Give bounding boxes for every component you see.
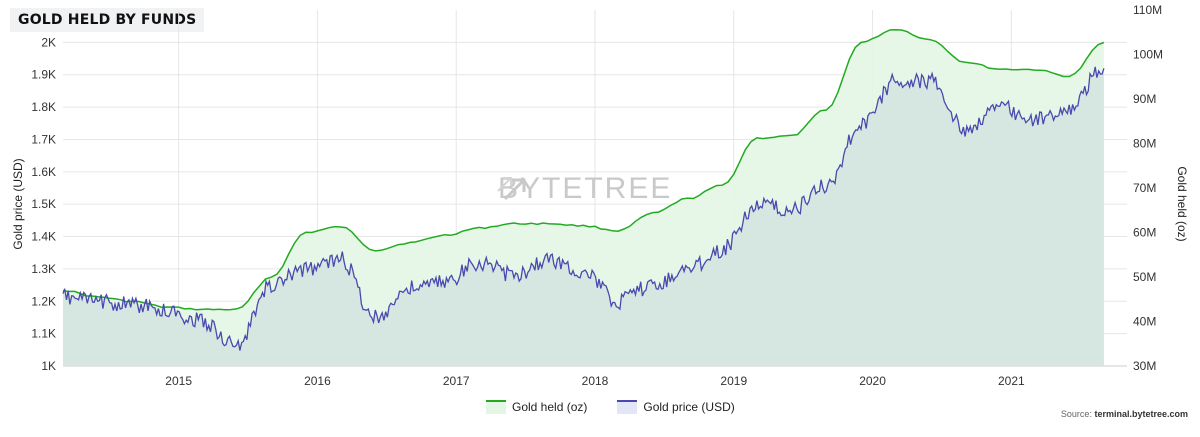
right-tick-label: 40M [1133, 315, 1156, 329]
right-tick-label: 110M [1133, 3, 1162, 17]
gold-price-area [63, 66, 1104, 367]
right-tick-label: 50M [1133, 270, 1156, 284]
right-tick-label: 30M [1133, 359, 1156, 373]
left-tick-label: 1.1K [31, 327, 56, 341]
legend-item-gold-held[interactable]: Gold held (oz) [486, 400, 587, 414]
series-lines [62, 28, 1105, 351]
right-axis-title: Gold held (oz) [1175, 166, 1189, 241]
legend-label-gold-held: Gold held (oz) [512, 400, 588, 414]
series-areas [63, 29, 1104, 367]
legend-swatch-gold-price [617, 400, 638, 414]
legend-item-gold-price[interactable]: Gold price (USD) [617, 400, 735, 414]
right-tick-label: 80M [1133, 137, 1156, 151]
source-prefix: Source: [1060, 409, 1095, 419]
left-tick-label: 1.6K [31, 165, 56, 179]
left-axis-ticks: 1K 1.1K 1.2K 1.3K 1.4K 1.5K 1.6K 1.7K 1.8K 1.9K 2K [31, 35, 56, 373]
left-tick-label: 1K [41, 359, 56, 373]
left-tick-label: 1.5K [31, 197, 56, 211]
left-tick-label: 1.4K [31, 230, 56, 244]
x-tick-label: 2017 [443, 374, 470, 388]
left-tick-label: 1.9K [31, 68, 56, 82]
x-tick-label: 2019 [720, 374, 747, 388]
x-tick-label: 2020 [859, 374, 886, 388]
right-tick-label: 90M [1133, 92, 1156, 106]
left-tick-label: 2K [41, 35, 56, 49]
chart-title: GOLD HELD BY FUNDS [10, 8, 205, 32]
left-tick-label: 1.8K [31, 100, 56, 114]
right-tick-label: 70M [1133, 181, 1156, 195]
x-axis-ticks: 2015 2016 2017 2018 2019 2020 2021 [165, 374, 1025, 388]
left-tick-label: 1.7K [31, 132, 56, 146]
legend: Gold held (oz) Gold price (USD) [486, 400, 735, 414]
right-tick-label: 100M [1133, 48, 1163, 62]
watermark-text: BYTETREE [498, 172, 672, 205]
left-tick-label: 1.3K [31, 262, 56, 276]
source-note: Source: terminal.bytetree.com [1061, 409, 1188, 419]
gold-held-line[interactable] [62, 28, 1105, 311]
x-tick-label: 2018 [582, 374, 609, 388]
gold-price-line[interactable] [62, 66, 1105, 351]
right-tick-label: 60M [1133, 226, 1156, 240]
right-axis-ticks: 30M 40M 50M 60M 70M 80M 90M 100M 110M [1133, 3, 1163, 373]
legend-label-gold-price: Gold price (USD) [643, 400, 735, 414]
x-tick-label: 2021 [998, 374, 1025, 388]
x-tick-label: 2015 [165, 374, 192, 388]
legend-swatch-gold-held [486, 400, 506, 414]
watermark-arrow-icon [497, 177, 526, 201]
x-tick-label: 2016 [304, 374, 331, 388]
left-axis-title: Gold price (USD) [11, 158, 25, 249]
left-tick-label: 1.2K [31, 294, 56, 308]
source-link[interactable]: terminal.bytetree.com [1094, 409, 1188, 419]
